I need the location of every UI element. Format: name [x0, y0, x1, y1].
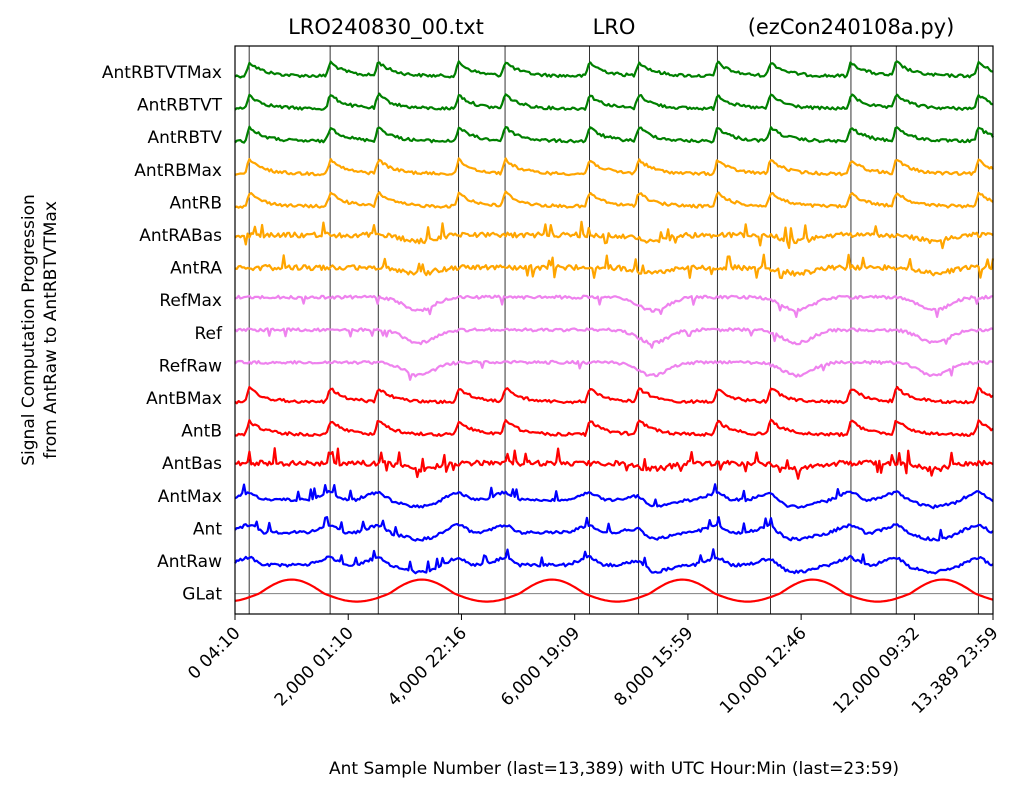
series-label-glat: GLat: [182, 585, 222, 605]
series-line-ref: [234, 327, 994, 349]
series-line-antrabas: [234, 220, 994, 250]
series-label-antra: AntRA: [170, 259, 222, 279]
series-label-antrb: AntRB: [169, 193, 222, 213]
series-line-antrbtvtmax: [234, 60, 994, 79]
series-label-refraw: RefRaw: [159, 356, 222, 376]
series-line-antmax: [234, 483, 994, 510]
series-label-ant: Ant: [193, 519, 222, 539]
series-line-refraw: [234, 359, 994, 381]
series-label-ref: Ref: [195, 324, 224, 344]
series-line-antbas: [234, 447, 994, 480]
x-tick-label: 4,000 22:16: [384, 623, 471, 710]
x-tick-label: 10,000 12:46: [716, 623, 811, 718]
series-line-antrbtv: [234, 125, 994, 144]
series-label-antbmax: AntBMax: [146, 389, 222, 409]
series-label-antrbtvt: AntRBTVT: [137, 96, 223, 116]
title-left: LRO240830_00.txt: [288, 15, 484, 40]
x-tick-label: 8,000 15:59: [610, 623, 697, 710]
series-label-antrabas: AntRABas: [139, 226, 222, 246]
series-line-ant: [234, 516, 994, 542]
title-right: (ezCon240108a.py): [748, 15, 955, 39]
x-axis-label: Ant Sample Number (last=13,389) with UTC…: [329, 759, 899, 779]
series-label-refmax: RefMax: [159, 291, 222, 311]
y-axis-label-line2: from AntRaw to AntRBTVTMax: [41, 201, 61, 459]
series-label-antrbtv: AntRBTV: [147, 128, 222, 148]
series-line-antrbtvt: [234, 92, 994, 111]
x-tick-label: 6,000 19:09: [497, 623, 584, 710]
x-tick-label: 2,000 01:10: [271, 623, 358, 710]
series-line-antb: [235, 418, 994, 438]
series-label-antmax: AntMax: [158, 487, 222, 507]
y-tick-labels: AntRBTVTMax AntRBTVT AntRBTV AntRBMax AntRB A…: [102, 63, 223, 605]
series-label-antbas: AntBas: [162, 454, 222, 474]
x-tick-label: 0 04:10: [184, 623, 244, 683]
plot-frame: [234, 45, 994, 615]
series-label-antraw: AntRaw: [157, 552, 222, 572]
series-line-antrb: [234, 190, 994, 209]
plot-content: [234, 46, 995, 614]
series-label-antrbtvtmax: AntRBTVTMax: [102, 63, 222, 83]
x-tick-labels: 0 04:10 2,000 01:10 4,000 22:16 6,000 19:09…: [184, 614, 1003, 718]
series-label-antb: AntB: [181, 422, 222, 442]
series-label-antrbmax: AntRBMax: [134, 161, 222, 181]
series-line-glat: [234, 578, 994, 603]
series-line-antbmax: [234, 385, 994, 405]
series-line-antra: [234, 253, 995, 280]
series-line-antraw: [234, 548, 994, 575]
y-axis-label-line1: Signal Computation Progression: [19, 194, 39, 466]
series-line-refmax: [234, 294, 994, 318]
series-line-antrbmax: [234, 157, 994, 177]
title-center: LRO: [593, 15, 636, 39]
